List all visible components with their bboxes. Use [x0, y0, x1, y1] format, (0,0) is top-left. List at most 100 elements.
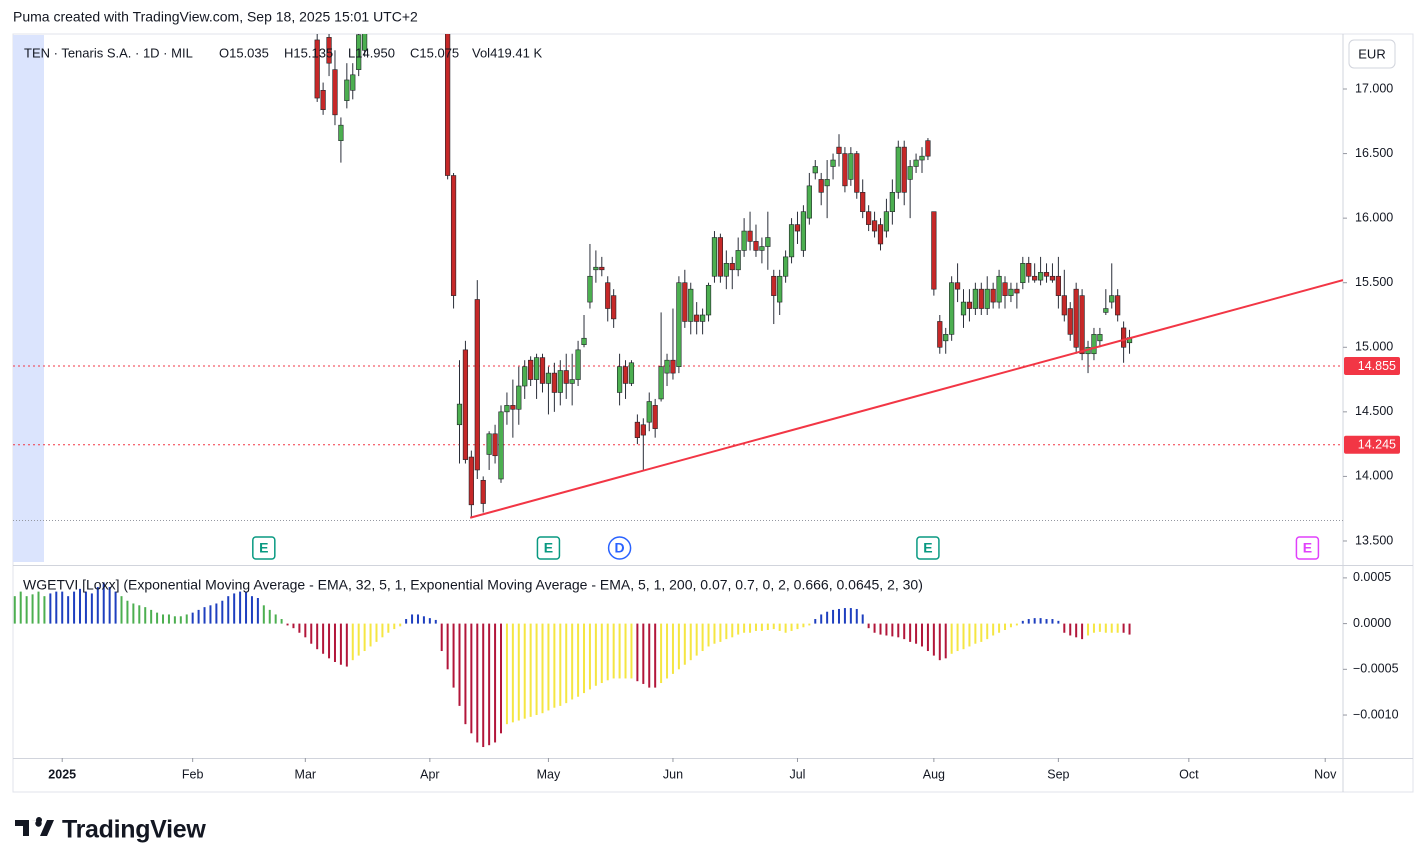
candle-body [1073, 288, 1079, 348]
histogram-bar [832, 609, 835, 624]
histogram-bar [416, 614, 419, 624]
candle-body [883, 211, 890, 232]
x-tick-label: Apr [420, 767, 439, 781]
y-tick-label: 13.500 [1355, 533, 1393, 547]
histogram-bar [422, 616, 425, 624]
histogram-bar [221, 600, 224, 624]
histogram-bar [1098, 623, 1101, 632]
histogram-bar [606, 623, 609, 681]
histogram-bar [322, 623, 325, 654]
frame [12, 33, 1414, 793]
candle-body [1097, 334, 1103, 342]
histogram-bar [1033, 618, 1036, 624]
candle-body [694, 314, 700, 322]
histogram-bar [879, 623, 882, 635]
event-marker[interactable] [916, 536, 940, 560]
candle-body [445, 34, 451, 176]
candle-body [539, 357, 546, 384]
candle-body [972, 288, 978, 309]
histogram-bar [974, 623, 977, 644]
y-tick-label: 15.500 [1355, 275, 1393, 289]
histogram-bar [1004, 623, 1007, 630]
histogram-bar [310, 623, 313, 644]
histogram-bar [250, 596, 253, 624]
candle-body [1115, 295, 1121, 316]
histogram-bar [488, 623, 491, 746]
candle-body [587, 275, 593, 303]
histogram-bar [583, 623, 586, 694]
histogram-bar [903, 623, 906, 640]
event-marker[interactable] [252, 536, 276, 560]
y-tick-label: 14.500 [1355, 404, 1393, 418]
histogram-bar [162, 614, 165, 624]
histogram-bar [316, 623, 319, 650]
candle-body [593, 266, 599, 271]
histogram-bar [304, 623, 307, 638]
histogram-bar [1110, 623, 1113, 633]
ohlc-open: O15.035 [219, 45, 269, 60]
event-marker[interactable] [607, 536, 632, 560]
histogram-bar [339, 623, 342, 665]
histogram-bar [90, 593, 93, 624]
histogram-bar [363, 623, 366, 652]
histogram-bar [67, 596, 70, 624]
event-label[interactable]: E [259, 540, 268, 556]
candle-body [504, 405, 510, 413]
histogram-bar [683, 623, 686, 665]
y-tick-label: 0.0005 [1353, 570, 1391, 584]
x-tick-label: Oct [1179, 767, 1199, 781]
histogram-bar [434, 619, 437, 624]
histogram-bar [677, 623, 680, 670]
candle-body [1061, 295, 1067, 316]
histogram-bar [298, 623, 301, 633]
candle-body [616, 366, 623, 393]
event-marker[interactable] [536, 536, 561, 560]
candle-body [1067, 308, 1073, 335]
histogram-bar [505, 623, 508, 725]
candle-body [492, 433, 498, 457]
y-tick-label: −0.0010 [1353, 707, 1399, 721]
event-label[interactable]: E [923, 540, 932, 556]
trendline [469, 279, 1343, 519]
histogram-bar [559, 623, 562, 706]
y-tick-label: 15.000 [1355, 340, 1393, 354]
candle-body [949, 282, 955, 335]
histogram-bar [1104, 623, 1107, 633]
candle-body [1103, 308, 1109, 313]
candle-body [1014, 288, 1020, 294]
event-label[interactable]: E [1303, 540, 1312, 556]
histogram-bar [1092, 623, 1095, 633]
histogram-bar [962, 623, 965, 650]
currency[interactable]: EUR [1358, 46, 1385, 61]
candle-body [765, 237, 771, 247]
histogram-bar [191, 612, 194, 624]
histogram-bar [938, 623, 941, 661]
candle-body [788, 224, 795, 258]
histogram-bar [612, 623, 615, 679]
candle-body [599, 266, 605, 271]
event-label[interactable]: E [544, 540, 553, 556]
candle-body [854, 153, 860, 193]
histogram-bar [19, 591, 22, 624]
histogram-bar [849, 608, 852, 624]
histogram-bar [600, 623, 603, 684]
histogram-bar [144, 607, 147, 624]
histogram-bar [944, 623, 947, 659]
candle-body [670, 359, 676, 374]
histogram-bar [956, 623, 959, 652]
x-tick-label: Feb [182, 767, 204, 781]
candle-body [605, 282, 611, 309]
histogram-bar [446, 623, 449, 670]
x-tick-label: Sep [1047, 767, 1069, 781]
candle-body [866, 211, 872, 225]
event-label[interactable]: D [615, 540, 625, 556]
candle-body [1043, 272, 1050, 277]
brand-logo: TradingView [15, 816, 207, 844]
histogram-bar [950, 623, 953, 654]
currency-box[interactable] [1348, 39, 1396, 69]
candle-body [658, 366, 664, 400]
histogram-bar [660, 623, 663, 684]
candle-body [996, 275, 1002, 303]
event-marker[interactable] [1295, 536, 1320, 560]
histogram-bar [749, 623, 752, 633]
